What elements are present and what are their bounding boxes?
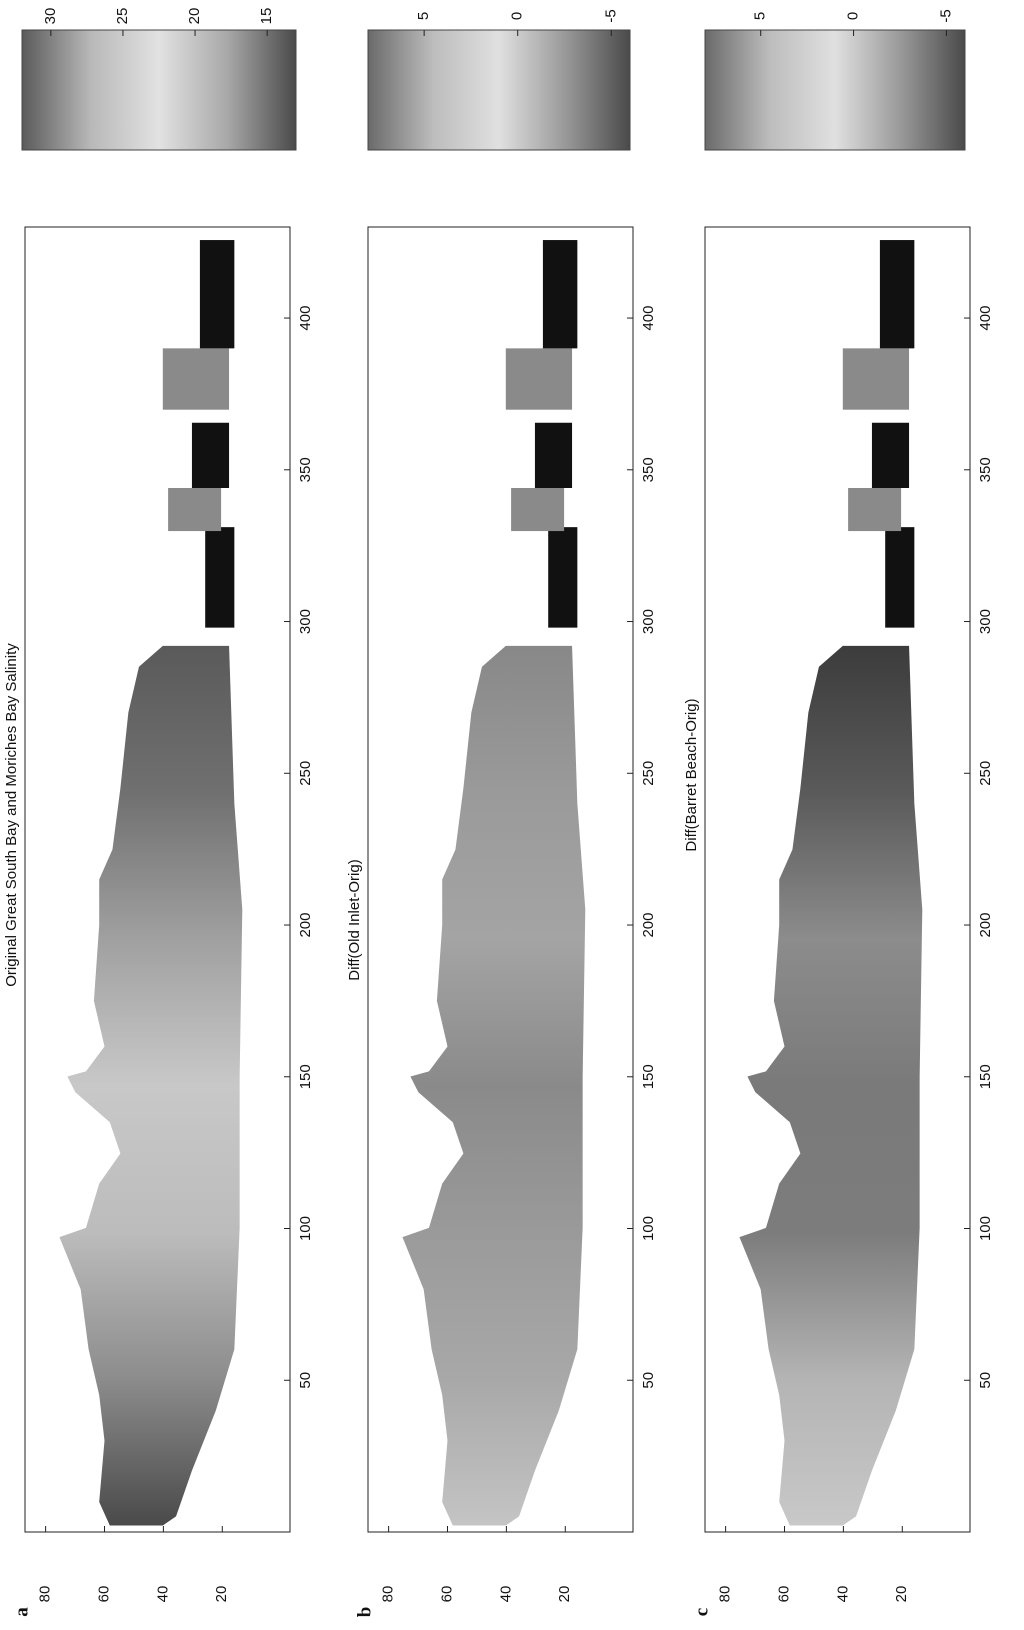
panel-label: c bbox=[691, 1608, 712, 1616]
colorbar-tick-label: -5 bbox=[937, 9, 954, 22]
panel-title: Original Great South Bay and Moriches Ba… bbox=[3, 643, 20, 987]
x-tick-label: 300 bbox=[640, 609, 657, 634]
y-tick-label: 80 bbox=[717, 1586, 734, 1603]
colorbar-tick-label: 30 bbox=[42, 8, 59, 25]
x-tick-label: 400 bbox=[297, 306, 314, 331]
bay-area bbox=[200, 240, 234, 348]
y-tick-label: 20 bbox=[893, 1586, 910, 1603]
y-tick-label: 60 bbox=[775, 1586, 792, 1603]
panel-title: Diff(Old Inlet-Orig) bbox=[346, 859, 363, 980]
bay-area bbox=[885, 527, 914, 627]
panel-label: b bbox=[354, 1607, 375, 1618]
bay-area bbox=[192, 423, 229, 488]
x-tick-label: 250 bbox=[297, 761, 314, 786]
colorbar-tick-label: 0 bbox=[509, 12, 526, 20]
colorbar-tick-label: -5 bbox=[602, 9, 619, 22]
bay-area bbox=[402, 646, 585, 1526]
y-tick-label: 40 bbox=[154, 1586, 171, 1603]
x-tick-label: 400 bbox=[977, 306, 994, 331]
y-tick-label: 60 bbox=[95, 1586, 112, 1603]
colorbar bbox=[22, 30, 296, 150]
y-tick-label: 20 bbox=[213, 1586, 230, 1603]
bay-area bbox=[59, 646, 242, 1526]
bay-area bbox=[506, 348, 572, 409]
y-tick-label: 60 bbox=[438, 1586, 455, 1603]
y-tick-label: 80 bbox=[37, 1586, 54, 1603]
bay-area bbox=[205, 527, 234, 627]
colorbar bbox=[705, 30, 965, 150]
colorbar-tick-label: 15 bbox=[258, 8, 275, 25]
x-tick-label: 350 bbox=[640, 457, 657, 482]
bay-area bbox=[548, 527, 577, 627]
bay-area bbox=[543, 240, 577, 348]
bay-area bbox=[168, 488, 221, 531]
x-tick-label: 150 bbox=[297, 1064, 314, 1089]
x-tick-label: 200 bbox=[977, 913, 994, 938]
bay-area bbox=[880, 240, 914, 348]
x-tick-label: 50 bbox=[640, 1372, 657, 1389]
y-tick-label: 80 bbox=[380, 1586, 397, 1603]
page: a Original Great South Bay and Moriches B… bbox=[0, 0, 1024, 1630]
colorbar-tick-label: 5 bbox=[752, 12, 769, 20]
x-tick-label: 400 bbox=[640, 306, 657, 331]
panel: a Original Great South Bay and Moriches B… bbox=[3, 8, 314, 1617]
y-tick-label: 40 bbox=[834, 1586, 851, 1603]
x-tick-label: 200 bbox=[640, 913, 657, 938]
x-tick-label: 150 bbox=[977, 1064, 994, 1089]
figure: a Original Great South Bay and Moriches B… bbox=[0, 0, 1024, 1630]
colorbar-tick-label: 25 bbox=[114, 8, 131, 25]
x-tick-label: 300 bbox=[297, 609, 314, 634]
bay-area bbox=[872, 423, 909, 488]
x-tick-label: 100 bbox=[297, 1216, 314, 1241]
bay-area bbox=[739, 646, 922, 1526]
colorbar-tick-label: 0 bbox=[845, 12, 862, 20]
x-tick-label: 50 bbox=[977, 1372, 994, 1389]
x-tick-label: 250 bbox=[640, 761, 657, 786]
colorbar-tick-label: 20 bbox=[186, 8, 203, 25]
colorbar-tick-label: 5 bbox=[415, 12, 432, 20]
x-tick-label: 100 bbox=[977, 1216, 994, 1241]
panel-label: a bbox=[11, 1607, 32, 1617]
bay-area bbox=[848, 488, 901, 531]
x-tick-label: 150 bbox=[640, 1064, 657, 1089]
x-tick-label: 350 bbox=[977, 457, 994, 482]
x-tick-label: 200 bbox=[297, 913, 314, 938]
panel-title: Diff(Barret Beach-Orig) bbox=[683, 698, 700, 851]
y-tick-label: 40 bbox=[497, 1586, 514, 1603]
x-tick-label: 350 bbox=[297, 457, 314, 482]
bay-area bbox=[535, 423, 572, 488]
rotated-figure: a Original Great South Bay and Moriches B… bbox=[3, 8, 994, 1618]
bay-area bbox=[511, 488, 564, 531]
x-tick-label: 300 bbox=[977, 609, 994, 634]
x-tick-label: 250 bbox=[977, 761, 994, 786]
y-tick-label: 20 bbox=[556, 1586, 573, 1603]
bay-area bbox=[163, 348, 229, 409]
x-tick-label: 100 bbox=[640, 1216, 657, 1241]
bay-area bbox=[843, 348, 909, 409]
colorbar bbox=[368, 30, 630, 150]
x-tick-label: 50 bbox=[297, 1372, 314, 1389]
